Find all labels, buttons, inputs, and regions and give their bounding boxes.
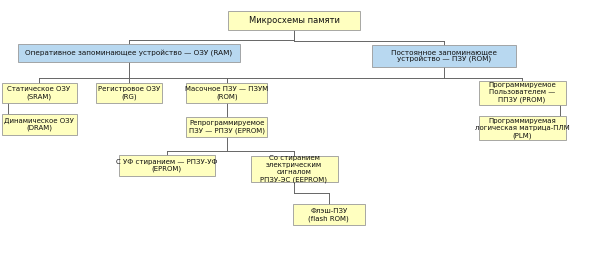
FancyBboxPatch shape xyxy=(96,83,162,103)
FancyBboxPatch shape xyxy=(2,83,77,103)
Text: Статическое ОЗУ
(SRAM): Статическое ОЗУ (SRAM) xyxy=(7,86,71,100)
FancyBboxPatch shape xyxy=(2,114,77,135)
Text: Репрограммируемое
ПЗУ — РПЗУ (EPROM): Репрограммируемое ПЗУ — РПЗУ (EPROM) xyxy=(189,120,265,134)
FancyBboxPatch shape xyxy=(187,83,268,103)
Text: С УФ стиранием — РПЗУ-УФ
(EPROM): С УФ стиранием — РПЗУ-УФ (EPROM) xyxy=(116,159,218,172)
FancyBboxPatch shape xyxy=(18,44,240,62)
FancyBboxPatch shape xyxy=(293,204,365,225)
Text: Оперативное запоминающее устройство — ОЗУ (RAM): Оперативное запоминающее устройство — ОЗ… xyxy=(25,50,233,57)
Text: Микросхемы памяти: Микросхемы памяти xyxy=(248,16,340,25)
FancyBboxPatch shape xyxy=(479,81,566,105)
FancyBboxPatch shape xyxy=(119,155,215,176)
FancyBboxPatch shape xyxy=(479,116,566,140)
Text: Программируемое
Пользователем —
ПП3У (PROM): Программируемое Пользователем — ПП3У (PR… xyxy=(488,82,556,103)
FancyBboxPatch shape xyxy=(251,156,337,182)
Text: Регистровое ОЗУ
(RG): Регистровое ОЗУ (RG) xyxy=(98,86,160,100)
FancyBboxPatch shape xyxy=(187,117,268,137)
Text: Масочное ПЗУ — ПЗУМ
(ROM): Масочное ПЗУ — ПЗУМ (ROM) xyxy=(185,86,268,100)
Text: Постоянное запоминающее
устройство — ПЗУ (ROM): Постоянное запоминающее устройство — ПЗУ… xyxy=(391,49,497,63)
Text: Программируемая
логическая матрица-ПЛМ
(PLM): Программируемая логическая матрица-ПЛМ (… xyxy=(475,118,569,139)
Text: Флэш-ПЗУ
(flash ROM): Флэш-ПЗУ (flash ROM) xyxy=(308,208,349,221)
Text: Со стиранием
электрическим
сигналом
РПЗУ-ЭС (EEPROM): Со стиранием электрическим сигналом РПЗУ… xyxy=(260,155,328,183)
FancyBboxPatch shape xyxy=(228,11,360,30)
FancyBboxPatch shape xyxy=(372,45,516,67)
Text: Динамическое ОЗУ
(DRAM): Динамическое ОЗУ (DRAM) xyxy=(4,118,74,131)
